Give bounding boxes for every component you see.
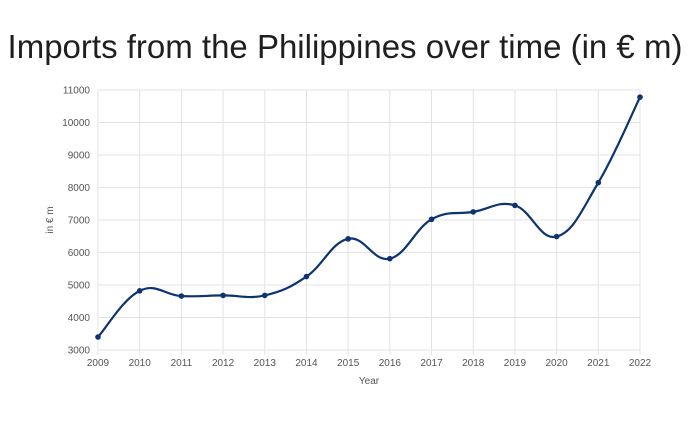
x-axis-label: Year (359, 376, 380, 387)
y-tick-label: 6000 (68, 248, 91, 259)
x-tick-label: 2019 (504, 358, 527, 369)
y-tick-label: 5000 (68, 281, 91, 292)
y-tick-label: 10000 (62, 118, 90, 129)
data-point (595, 179, 602, 186)
x-tick-label: 2020 (545, 358, 568, 369)
data-point (345, 236, 351, 242)
x-tick-label: 2016 (379, 358, 402, 369)
series-line (97, 96, 641, 338)
x-tick-label: 2011 (171, 358, 193, 369)
x-tick-label: 2018 (462, 358, 485, 369)
y-tick-label: 3000 (68, 346, 91, 357)
data-point (95, 334, 101, 340)
data-point (178, 293, 185, 299)
x-tick-label: 2013 (254, 358, 277, 369)
data-point (387, 255, 393, 262)
data-point (220, 292, 226, 299)
y-tick-label: 9000 (68, 151, 91, 162)
x-tick-label: 2022 (629, 358, 652, 369)
data-point (261, 292, 268, 299)
data-point (136, 288, 143, 294)
data-point (428, 216, 435, 223)
x-tick-label: 2014 (295, 358, 318, 369)
x-tick-label: 2021 (587, 358, 610, 369)
y-tick-label: 11000 (63, 86, 91, 97)
data-point (553, 233, 560, 240)
data-point (637, 94, 643, 100)
x-tick-label: 2012 (212, 358, 235, 369)
data-point (303, 273, 310, 280)
x-tick-label: 2015 (337, 358, 360, 369)
x-tick-label: 2010 (129, 358, 152, 369)
x-tick-label: 2017 (420, 358, 443, 369)
y-tick-label: 7000 (68, 216, 91, 227)
y-axis-label: in € m (45, 206, 56, 233)
data-point (470, 209, 477, 215)
data-point (512, 202, 518, 209)
x-tick-label: 2009 (87, 358, 110, 369)
y-tick-label: 8000 (68, 183, 91, 194)
y-tick-label: 4000 (68, 313, 91, 324)
chart-title: Imports from the Philippines over time (… (7, 28, 683, 65)
